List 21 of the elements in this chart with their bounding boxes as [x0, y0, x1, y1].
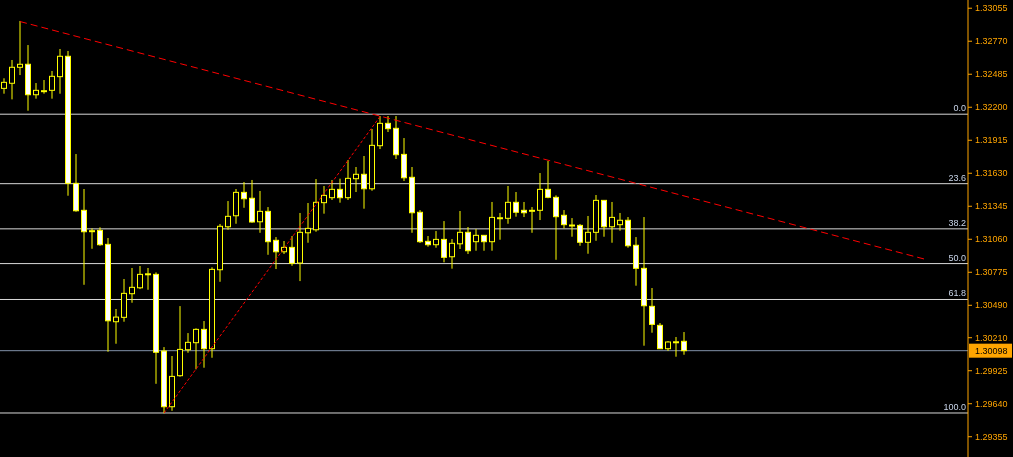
y-tick-label: 1.31915	[975, 135, 1008, 146]
y-tick-label: 1.30775	[975, 267, 1008, 278]
annotation: 0.0	[953, 103, 966, 114]
y-tick-label: 1.33055	[975, 3, 1008, 14]
y-tick-label: 1.31060	[975, 234, 1008, 245]
y-tick-label: 1.30490	[975, 300, 1008, 311]
y-tick-label: 1.29355	[975, 431, 1008, 442]
y-tick-label: 1.32770	[975, 36, 1008, 47]
annotation: 50.0	[948, 252, 966, 263]
annotation: 38.2	[948, 217, 966, 228]
annotation: 61.8	[948, 288, 966, 299]
y-tick-label: 1.31630	[975, 168, 1008, 179]
y-tick-label: 1.32200	[975, 102, 1008, 113]
y-tick-label: 1.31345	[975, 201, 1008, 212]
ref-line-label: 1.30098	[975, 345, 1008, 356]
y-tick-label: 1.29925	[975, 365, 1008, 376]
annotation: 100.0	[943, 401, 966, 412]
annotation: 23.6	[948, 172, 966, 183]
y-tick-label: 1.30210	[975, 332, 1008, 343]
y-tick-label: 1.32485	[975, 69, 1008, 80]
y-tick-label: 1.29640	[975, 398, 1008, 409]
